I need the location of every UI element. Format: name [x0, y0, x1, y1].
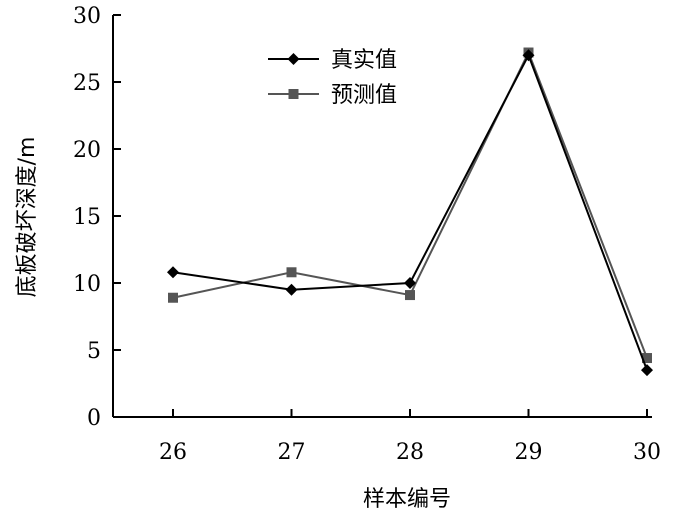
legend-diamond-icon	[287, 53, 300, 65]
x-tick-label: 29	[515, 440, 543, 465]
y-tick-label: 30	[73, 4, 101, 29]
x-tick-label: 30	[633, 440, 661, 465]
legend-label-pred: 预测值	[331, 83, 397, 108]
y-tick-label: 5	[87, 339, 101, 364]
legend: 真实值 预测值	[268, 48, 397, 108]
data-point-true	[285, 283, 298, 296]
x-tick-label: 27	[278, 440, 306, 465]
y-tick-label: 25	[73, 71, 101, 96]
series-layer	[167, 47, 653, 377]
legend-label-true: 真实值	[331, 48, 397, 73]
data-point-pred	[168, 292, 178, 303]
data-point-pred	[405, 290, 415, 301]
data-point-pred	[642, 353, 652, 364]
series-line-true	[172, 52, 648, 371]
data-point-pred	[286, 267, 297, 278]
x-tick-label: 26	[159, 440, 187, 465]
data-point-true	[522, 49, 535, 62]
x-axis-label: 样本编号	[363, 487, 451, 512]
axes	[112, 15, 652, 418]
y-tick-label: 0	[87, 406, 101, 431]
y-tick-label: 15	[73, 205, 101, 230]
y-ticks: 0 5 10 15 20 25 30	[73, 4, 121, 431]
y-axis-label: 底板破坏深度/m	[15, 137, 40, 298]
data-point-true	[167, 266, 179, 279]
y-tick-label: 10	[73, 272, 101, 297]
x-tick-label: 28	[396, 440, 424, 465]
data-point-true	[641, 364, 653, 377]
series-line-pred	[172, 50, 648, 359]
data-point-true	[404, 277, 416, 289]
y-tick-label: 20	[73, 138, 101, 163]
x-ticks: 26 27 28 29 30	[159, 409, 661, 465]
legend-square-icon	[288, 89, 299, 99]
